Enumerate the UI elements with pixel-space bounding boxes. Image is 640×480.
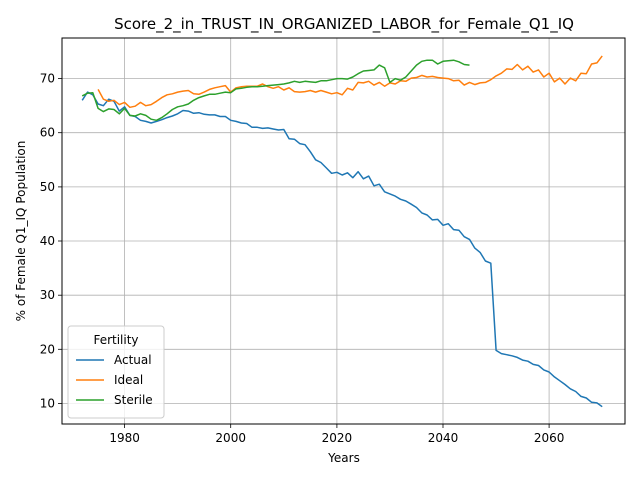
series-lines xyxy=(81,55,603,408)
legend-label-actual: Actual xyxy=(114,353,152,367)
x-tick-label: 1980 xyxy=(109,431,140,445)
series-line-ideal xyxy=(97,55,603,109)
y-tick-label: 50 xyxy=(40,180,55,194)
series-line-actual xyxy=(81,91,603,408)
legend: Fertility Actual Ideal Sterile xyxy=(67,325,165,419)
x-tick-label: 2020 xyxy=(322,431,353,445)
y-tick-label: 20 xyxy=(40,342,55,356)
y-tick-label: 70 xyxy=(40,72,55,86)
y-tick-label: 40 xyxy=(40,234,55,248)
y-tick-label: 10 xyxy=(40,396,55,410)
y-tick-label: 30 xyxy=(40,288,55,302)
legend-box xyxy=(67,325,165,419)
x-tick-label: 2060 xyxy=(534,431,565,445)
legend-items: Actual Ideal Sterile xyxy=(76,353,153,407)
x-tick-label: 2000 xyxy=(215,431,246,445)
legend-title: Fertility xyxy=(93,333,138,347)
legend-label-ideal: Ideal xyxy=(114,373,143,387)
y-tick-label: 60 xyxy=(40,126,55,140)
x-tick-label: 2040 xyxy=(428,431,459,445)
series-line-sterile xyxy=(81,59,470,122)
x-axis-label: Years xyxy=(327,451,360,465)
y-axis-label: % of Female Q1_IQ Population xyxy=(14,141,28,322)
x-axis-ticks: 1980 2000 2020 2040 2060 xyxy=(109,424,564,445)
plot-frame xyxy=(61,37,626,425)
chart-title: Score_2_in_TRUST_IN_ORGANIZED_LABOR_for_… xyxy=(114,15,574,34)
legend-label-sterile: Sterile xyxy=(114,393,153,407)
y-axis-ticks: 10 20 30 40 50 60 70 xyxy=(40,72,62,410)
